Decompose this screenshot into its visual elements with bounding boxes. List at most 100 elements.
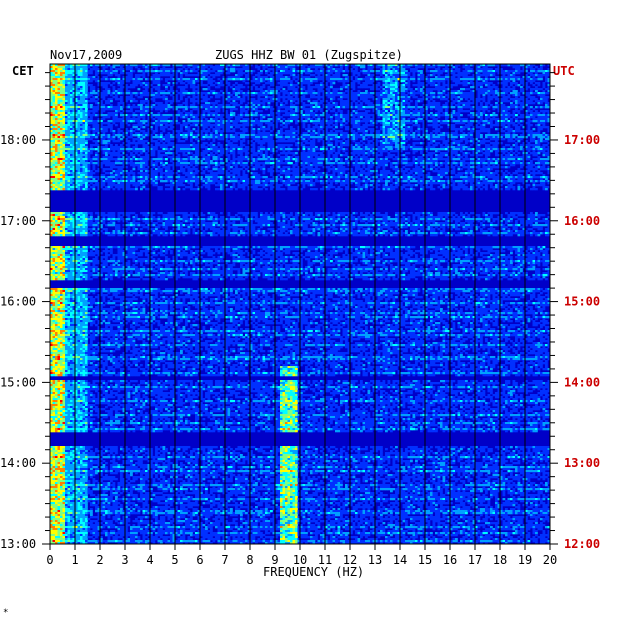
heatmap-cell [218,116,221,118]
heatmap-cell [193,120,196,122]
heatmap-cell [213,128,216,130]
heatmap-cell [488,78,491,80]
heatmap-cell [538,76,541,78]
heatmap-cell [163,68,166,70]
heatmap-cell [58,72,61,74]
heatmap-cell [335,92,338,94]
heatmap-cell [68,66,71,68]
heatmap-cell [230,114,233,116]
heatmap-cell [503,74,506,76]
heatmap-cell [420,108,423,110]
heatmap-cell [405,84,408,86]
heatmap-cell [135,74,138,76]
heatmap-cell [183,106,186,108]
heatmap-cell [140,112,143,114]
heatmap-cell [53,112,56,114]
heatmap-cell [488,88,491,90]
heatmap-cell [128,80,131,82]
heatmap-cell [195,114,198,116]
heatmap-cell [158,76,161,78]
heatmap-cell [195,80,198,82]
heatmap-cell [318,108,321,110]
heatmap-cell [340,88,343,90]
heatmap-cell [280,78,283,80]
heatmap-cell [440,76,443,78]
heatmap-cell [333,68,336,70]
heatmap-cell [233,112,236,114]
heatmap-cell [53,130,56,132]
heatmap-cell [228,98,231,100]
heatmap-cell [503,90,506,92]
heatmap-cell [480,114,483,116]
heatmap-cell [443,78,446,80]
heatmap-cell [95,80,98,82]
heatmap-cell [108,108,111,110]
heatmap-cell [270,118,273,120]
heatmap-cell [170,126,173,128]
heatmap-cell [113,92,116,94]
heatmap-cell [255,106,258,108]
heatmap-cell [320,110,323,112]
heatmap-cell [343,116,346,118]
heatmap-cell [418,90,421,92]
heatmap-cell [515,106,518,108]
heatmap-cell [233,90,236,92]
heatmap-cell [80,130,83,132]
heatmap-cell [83,70,86,72]
heatmap-cell [390,106,393,108]
heatmap-cell [513,106,516,108]
heatmap-cell [103,86,106,88]
heatmap-cell [283,90,286,92]
heatmap-cell [403,88,406,90]
heatmap-cell [343,80,346,82]
heatmap-cell [433,96,436,98]
heatmap-cell [70,114,73,116]
heatmap-cell [130,130,133,132]
heatmap-cell [465,110,468,112]
heatmap-cell [358,106,361,108]
heatmap-cell [113,118,116,120]
heatmap-cell [208,106,211,108]
heatmap-cell [135,106,138,108]
heatmap-cell [405,100,408,102]
heatmap-cell [60,94,63,96]
heatmap-cell [430,112,433,114]
heatmap-cell [190,74,193,76]
heatmap-cell [483,126,486,128]
heatmap-cell [285,122,288,124]
heatmap-cell [180,90,183,92]
heatmap-cell [395,112,398,114]
heatmap-cell [268,96,271,98]
heatmap-cell [513,86,516,88]
heatmap-cell [193,84,196,86]
heatmap-cell [215,100,218,102]
heatmap-cell [393,94,396,96]
heatmap-cell [315,96,318,98]
heatmap-cell [520,108,523,110]
heatmap-cell [395,126,398,128]
heatmap-cell [263,102,266,104]
heatmap-cell [313,122,316,124]
heatmap-cell [433,84,436,86]
heatmap-cell [485,80,488,82]
heatmap-cell [535,70,538,72]
heatmap-cell [385,110,388,112]
heatmap-cell [58,96,61,98]
heatmap-cell [490,118,493,120]
heatmap-cell [68,98,71,100]
heatmap-cell [118,106,121,108]
heatmap-cell [88,100,91,102]
heatmap-cell [535,86,538,88]
heatmap-cell [483,80,486,82]
heatmap-cell [365,92,368,94]
heatmap-cell [280,120,283,122]
heatmap-cell [113,122,116,124]
heatmap-cell [180,76,183,78]
heatmap-cell [215,68,218,70]
heatmap-cell [420,78,423,80]
heatmap-cell [415,92,418,94]
heatmap-cell [383,128,386,130]
heatmap-cell [330,104,333,106]
heatmap-cell [415,88,418,90]
heatmap-cell [403,74,406,76]
